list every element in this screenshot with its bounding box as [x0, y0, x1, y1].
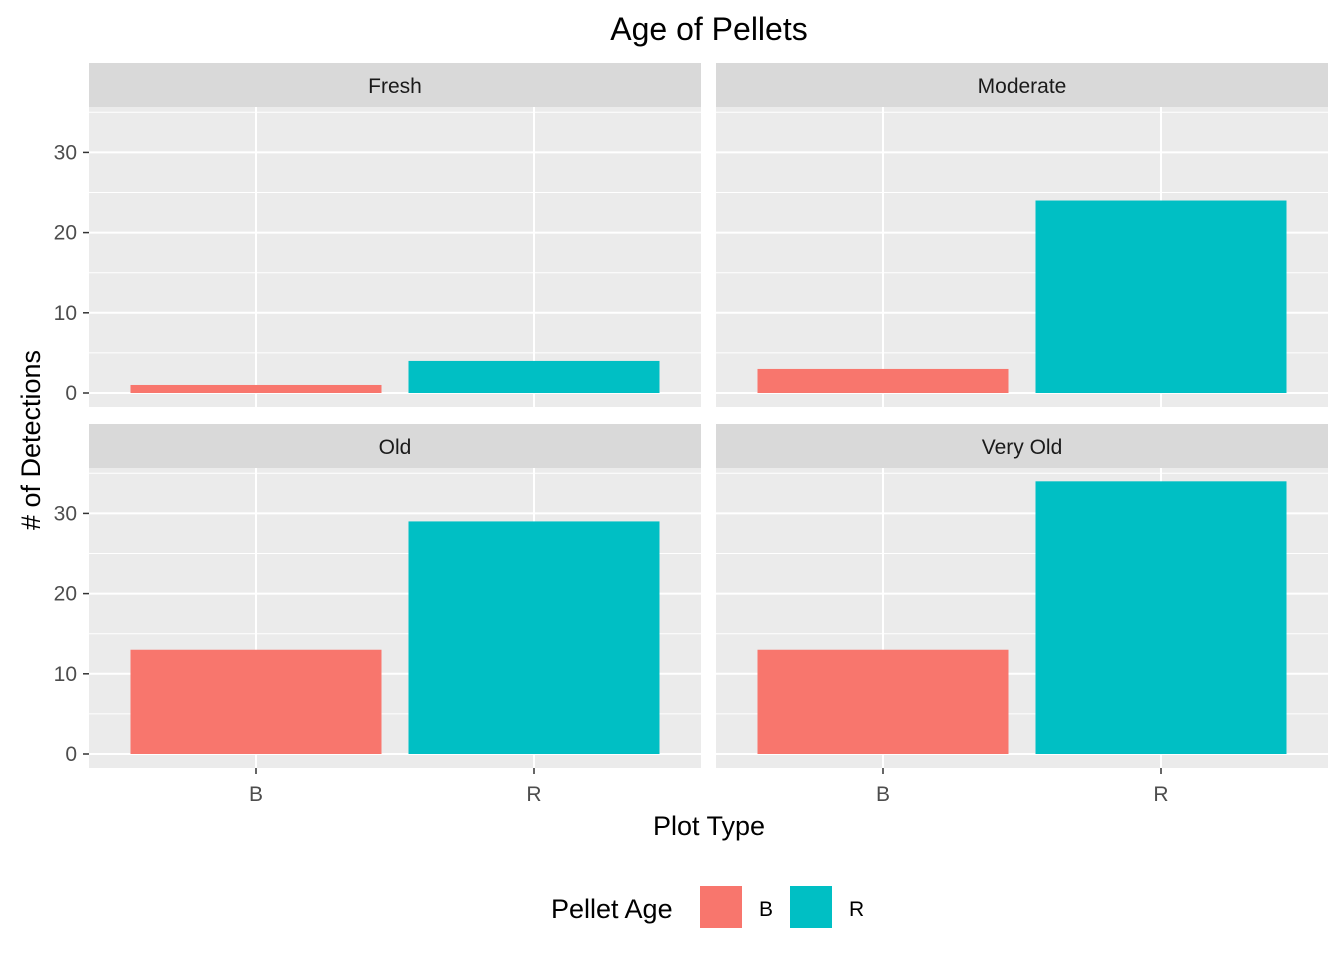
y-axis-title: # of Detections	[16, 350, 46, 530]
y-tick-label: 30	[54, 502, 77, 525]
legend-label: B	[759, 898, 773, 921]
x-tick-label: B	[876, 783, 890, 806]
facet-strip	[89, 424, 701, 468]
legend-title: Pellet Age	[551, 894, 673, 924]
facet-strip-label: Fresh	[368, 75, 422, 98]
bar-r	[1035, 481, 1287, 754]
x-tick-label: B	[249, 783, 263, 806]
y-tick-label: 10	[54, 663, 77, 686]
y-tick-label: 20	[54, 222, 77, 245]
facet-panel: Moderate	[716, 63, 1328, 407]
x-tick-label: R	[1153, 783, 1168, 806]
bar-b	[757, 649, 1009, 754]
bar-r	[1035, 200, 1287, 393]
facet-strip-label: Very Old	[982, 436, 1063, 459]
panel-background	[89, 107, 701, 407]
legend-key-b	[700, 886, 742, 928]
facet-panel: Old 0 10 20 30 B R	[54, 424, 701, 806]
facet-strip-label: Moderate	[978, 75, 1067, 98]
legend: Pellet Age B R	[551, 886, 864, 928]
x-tick-label: R	[526, 783, 541, 806]
bar-b	[757, 368, 1009, 393]
chart-title: Age of Pellets	[610, 11, 807, 47]
bar-b	[130, 384, 382, 393]
y-tick-label: 0	[65, 743, 77, 766]
facet-strip	[716, 63, 1328, 107]
bar-r	[408, 360, 660, 393]
facet-strip	[89, 63, 701, 107]
y-tick-label: 30	[54, 141, 77, 164]
bar-b	[130, 649, 382, 754]
y-tick-label: 0	[65, 382, 77, 405]
facet-panel: Very Old B R	[716, 424, 1328, 806]
legend-label: R	[849, 898, 864, 921]
facet-strip	[716, 424, 1328, 468]
legend-key-r	[790, 886, 832, 928]
bar-r	[408, 521, 660, 754]
facet-panel: Fresh 0 10 20 30	[54, 63, 701, 407]
y-tick-label: 20	[54, 583, 77, 606]
facet-strip-label: Old	[379, 436, 412, 459]
x-axis-title: Plot Type	[653, 811, 765, 841]
y-tick-label: 10	[54, 302, 77, 325]
